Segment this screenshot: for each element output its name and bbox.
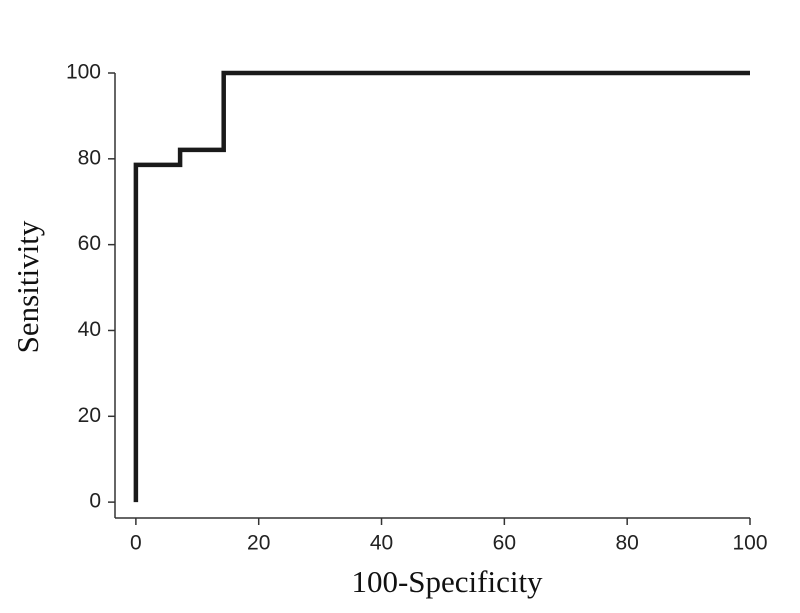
y-tick-label: 60 — [78, 232, 101, 255]
x-tick-label: 100 — [732, 532, 767, 555]
y-axis-title: Sensitivity — [10, 220, 45, 353]
y-tick-label: 80 — [78, 146, 101, 169]
x-tick-label: 0 — [130, 532, 142, 555]
x-tick-label: 40 — [370, 532, 393, 555]
roc-line — [133, 70, 750, 503]
x-tick-label: 20 — [247, 532, 270, 555]
x-axis-title: 100-Specificity — [351, 564, 543, 599]
x-tick-label: 80 — [615, 532, 638, 555]
y-tick-label: 100 — [66, 61, 101, 84]
y-tick-label: 40 — [78, 318, 101, 341]
y-tick-label: 0 — [89, 490, 101, 513]
x-tick-label: 60 — [493, 532, 516, 555]
y-tick-label: 20 — [78, 404, 101, 427]
